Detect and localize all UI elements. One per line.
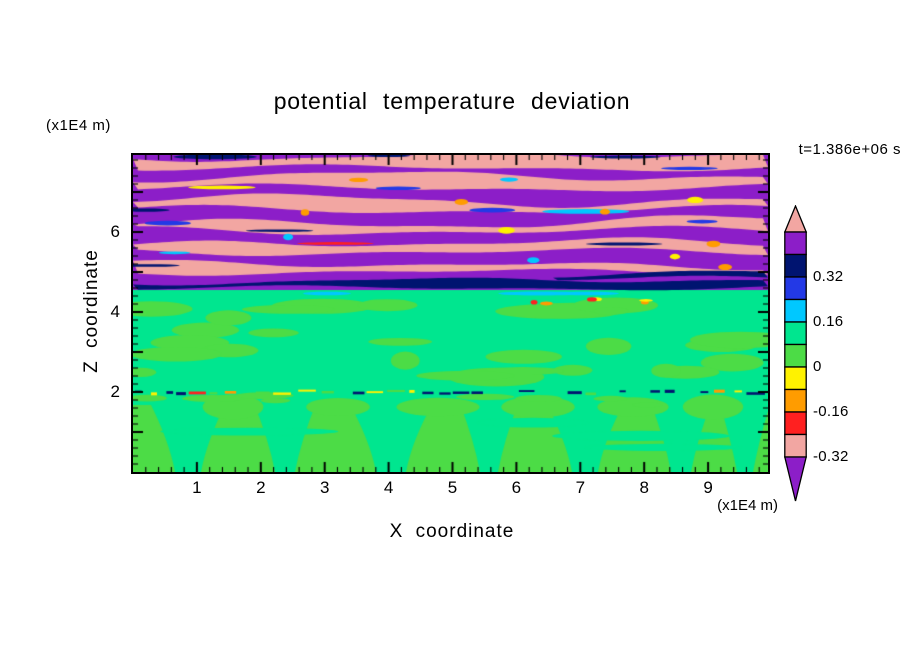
x-axis-units: (x1E4 m) (717, 497, 778, 514)
colorbar-label: -0.32 (813, 448, 849, 465)
colorbar-segment-pink (784, 433, 807, 458)
y-tick-label: 6 (110, 222, 120, 241)
plot-frame (131, 153, 770, 474)
x-axis-label: X coordinate (389, 521, 515, 542)
colorbar-segment-red (784, 411, 807, 436)
x-tick-label: 1 (192, 478, 202, 497)
colorbar-label: -0.16 (813, 403, 849, 420)
x-tick-label: 8 (639, 478, 649, 497)
y-axis-units: (x1E4 m) (46, 117, 111, 134)
colorbar-label: 0.32 (813, 268, 844, 285)
x-tick-label: 2 (256, 478, 266, 497)
x-tick-label: 4 (383, 478, 394, 497)
x-tick-label: 7 (575, 478, 586, 497)
plot-title: potential temperature deviation (273, 88, 631, 114)
x-tick-label: 9 (703, 478, 713, 497)
colorbar-label: 0.16 (813, 313, 844, 330)
x-tick-label: 6 (511, 478, 522, 497)
colorbar-segment-blue (784, 276, 807, 301)
colorbar-arrow-up (783, 204, 808, 233)
colorbar (783, 204, 808, 503)
y-tick-label: 2 (110, 382, 120, 401)
colorbar-segment-cyan (784, 298, 807, 323)
colorbar-segment-orange (784, 388, 807, 413)
x-tick-label: 3 (319, 478, 330, 497)
time-label: t=1.386e+06 s (798, 141, 901, 158)
y-tick-label: 4 (110, 302, 120, 321)
colorbar-segment-purple (784, 231, 807, 256)
colorbar-segment-green (784, 343, 807, 368)
colorbar-segment-springgreen (784, 321, 807, 346)
x-tick-label: 5 (447, 478, 458, 497)
colorbar-arrow-down (783, 456, 808, 502)
colorbar-segment-yellow (784, 366, 807, 391)
colorbar-segment-navy (784, 253, 807, 278)
heatmap-canvas (133, 155, 768, 472)
colorbar-label: 0 (813, 358, 822, 375)
